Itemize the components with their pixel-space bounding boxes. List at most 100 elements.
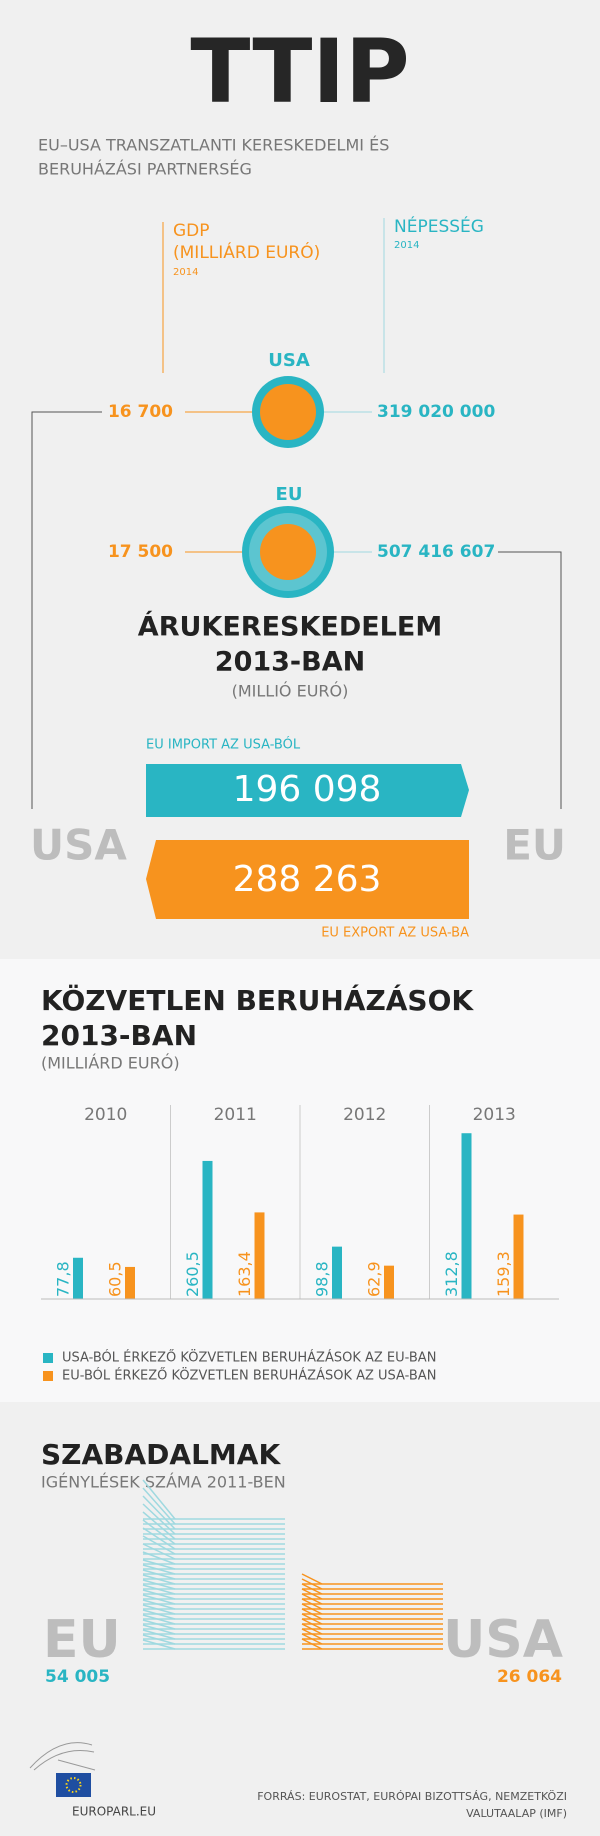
stripe (142, 1569, 176, 1580)
value-label: 60,5 (106, 1261, 125, 1297)
stripe (142, 1629, 176, 1640)
x-tick-label: 2010 (84, 1105, 127, 1125)
legend-label: EU-BÓL ÉRKEZŐ KÖZVETLEN BERUHÁZÁSOK AZ U… (62, 1367, 436, 1384)
stripe (142, 1519, 176, 1545)
site: EUROPARL.EU (72, 1805, 156, 1819)
value-label: 98,8 (313, 1261, 332, 1297)
stripe (142, 1599, 176, 1610)
patent-value: 54 005 (45, 1667, 110, 1687)
stripe (301, 1603, 323, 1615)
patent-value: 26 064 (497, 1667, 562, 1687)
country: USA (268, 350, 310, 371)
stripe (142, 1639, 176, 1650)
x-tick-label: 2012 (343, 1105, 386, 1125)
eu-flag (56, 1773, 91, 1797)
legend-swatch (43, 1353, 53, 1363)
stripe (142, 1589, 176, 1600)
value-label: 77,8 (54, 1261, 73, 1297)
value-label: 163,4 (235, 1251, 254, 1297)
year: 2014 (173, 267, 198, 278)
stripe (301, 1578, 323, 1590)
stripe (142, 1503, 176, 1535)
stripe (142, 1543, 176, 1560)
stripe (142, 1527, 176, 1550)
stripe (301, 1623, 323, 1635)
stripe (301, 1598, 323, 1610)
unit: (MILLIÁRD EURÓ) (41, 1054, 180, 1073)
stripe (142, 1579, 176, 1590)
subtitle: EU–USA TRANSZATLANTI KERESKEDELMI ÉS (38, 136, 389, 155)
source: FORRÁS: EUROSTAT, EURÓPAI BIZOTTSÁG, NEM… (257, 1790, 567, 1803)
bar (202, 1160, 213, 1299)
circle (260, 524, 316, 580)
population-value: 507 416 607 (377, 542, 495, 562)
title: TTIP (190, 20, 409, 123)
subtitle: IGÉNYLÉSEK SZÁMA 2011-BEN (41, 1473, 286, 1492)
bar-chart: 2010 77,8 60,5 2011 260,5 163,4 2012 98,8 62,9 20… (43, 1105, 524, 1384)
stripe (142, 1624, 176, 1635)
patent-graphic (142, 1479, 443, 1650)
stripe (142, 1564, 176, 1575)
legend-swatch (43, 1371, 53, 1381)
stripe (142, 1487, 176, 1525)
unit: (MILLIÓ EURÓ) (232, 682, 349, 701)
bracket (31, 411, 102, 809)
stripe (142, 1604, 176, 1615)
country: EU (276, 484, 303, 505)
bracket (498, 551, 562, 809)
stripe (142, 1594, 176, 1605)
stripe (301, 1608, 323, 1620)
stripe (142, 1511, 176, 1540)
subtitle: BERUHÁZÁSI PARTNERSÉG (38, 160, 252, 179)
bar (513, 1214, 524, 1299)
x-tick-label: 2013 (473, 1105, 516, 1125)
eu-stars (65, 1777, 82, 1793)
stripe (142, 1479, 176, 1520)
stripe (301, 1628, 323, 1640)
value-label: 62,9 (365, 1261, 384, 1297)
import-value: 196 098 (233, 769, 382, 810)
export-value: 288 263 (233, 859, 382, 900)
stripe (142, 1535, 176, 1555)
value-label: 159,3 (494, 1251, 513, 1297)
year: 2014 (394, 240, 419, 251)
stripe (142, 1609, 176, 1620)
stripe (142, 1584, 176, 1595)
bg-bottom (0, 1402, 600, 1836)
region: USA (443, 1610, 563, 1670)
stripe (142, 1614, 176, 1625)
stripe (301, 1613, 323, 1625)
import-arrow (146, 764, 469, 817)
source: VALUTAALAP (IMF) (466, 1807, 567, 1820)
stripe (301, 1573, 323, 1585)
bar (254, 1212, 265, 1299)
stripe (142, 1574, 176, 1585)
gdp-label: (MILLIÁRD EURÓ) (173, 241, 320, 263)
stripe (301, 1618, 323, 1630)
section-title: SZABADALMAK (41, 1438, 281, 1471)
logo (29, 1742, 96, 1771)
stripe (301, 1593, 323, 1605)
stripe (142, 1619, 176, 1630)
bar (125, 1266, 135, 1299)
stripe (301, 1588, 323, 1600)
section-title: 2013-BAN (215, 647, 365, 678)
population-value: 319 020 000 (377, 402, 495, 422)
region: USA (30, 821, 127, 870)
value-label: 260,5 (183, 1251, 202, 1297)
gdp-label: GDP (173, 221, 210, 241)
x-tick-label: 2011 (214, 1105, 257, 1125)
bar (461, 1133, 472, 1299)
stripe (142, 1559, 176, 1570)
section-title: 2013-BAN (41, 1019, 197, 1052)
gdp-value: 16 700 (108, 402, 173, 422)
region: EU (43, 1610, 121, 1670)
circle (260, 384, 316, 440)
region: EU (503, 821, 566, 870)
value-label: 312,8 (442, 1251, 461, 1297)
bar (332, 1246, 342, 1299)
import-label: EU IMPORT AZ USA-BÓL (146, 737, 301, 753)
stripe (301, 1638, 323, 1650)
gdp-value: 17 500 (108, 542, 173, 562)
